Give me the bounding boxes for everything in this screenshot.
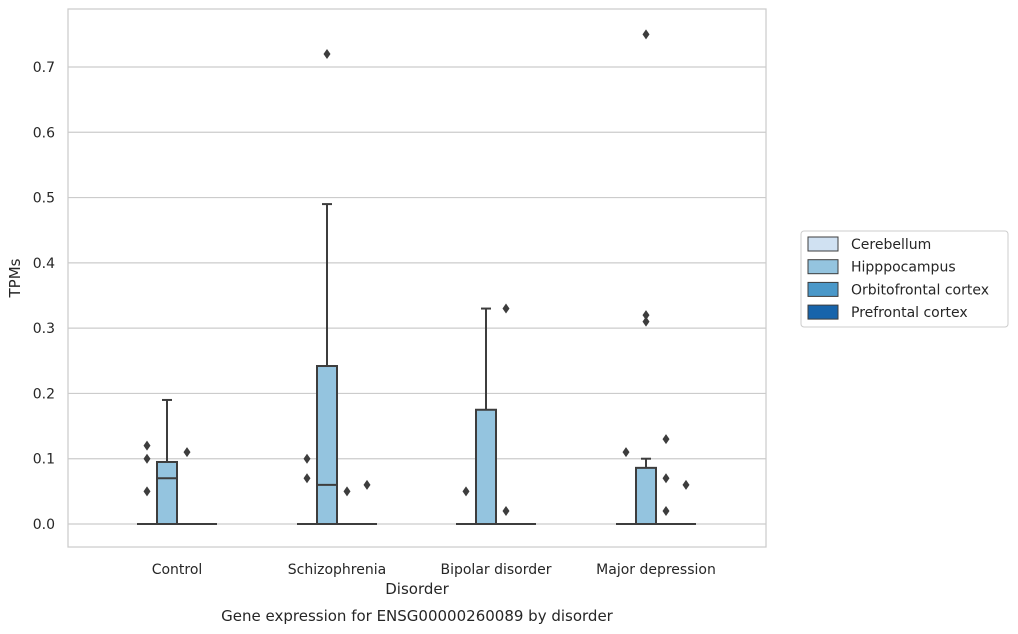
plot-frame bbox=[67, 8, 767, 548]
y-tick-label: 0.3 bbox=[33, 321, 55, 337]
outlier-point bbox=[143, 440, 151, 451]
box bbox=[475, 408, 497, 525]
legend-frame bbox=[800, 230, 1009, 328]
legend-swatch bbox=[807, 304, 839, 320]
outlier-point bbox=[682, 479, 690, 490]
grid-lines bbox=[68, 66, 766, 525]
outlier-point bbox=[622, 447, 630, 458]
outlier-point bbox=[642, 310, 650, 321]
x-tick-label: Schizophrenia bbox=[288, 562, 386, 578]
y-tick-label: 0.2 bbox=[33, 386, 55, 402]
outlier-point bbox=[343, 486, 351, 497]
outlier-point bbox=[502, 505, 510, 516]
outlier-point bbox=[323, 48, 331, 59]
x-tick-label: Control bbox=[152, 562, 203, 578]
outlier-point bbox=[662, 473, 670, 484]
legend-swatch bbox=[807, 281, 839, 297]
box bbox=[635, 466, 657, 525]
x-axis-label: Disorder bbox=[385, 580, 449, 598]
chart-title: Gene expression for ENSG00000260089 by d… bbox=[221, 607, 614, 625]
outlier-point bbox=[303, 473, 311, 484]
legend-label: Cerebellum bbox=[851, 237, 931, 253]
outlier-point bbox=[183, 447, 191, 458]
y-axis-label: TPMs bbox=[6, 258, 24, 298]
legend-label: Prefrontal cortex bbox=[851, 305, 968, 321]
outlier-point bbox=[642, 29, 650, 40]
box bbox=[316, 365, 338, 525]
y-axis-ticks: 0.0 0.1 0.2 0.3 0.4 0.5 0.6 0.7 bbox=[33, 60, 55, 533]
outlier-point bbox=[502, 303, 510, 314]
legend-swatch bbox=[807, 259, 839, 275]
legend-label: Orbitofrontal cortex bbox=[851, 282, 989, 298]
y-tick-label: 0.5 bbox=[33, 191, 55, 207]
plot-area bbox=[137, 29, 696, 526]
x-tick-label: Major depression bbox=[596, 562, 716, 578]
outlier-point bbox=[143, 453, 151, 464]
outlier-point bbox=[662, 434, 670, 445]
y-tick-label: 0.6 bbox=[33, 125, 55, 141]
x-axis-ticks: Control Schizophrenia Bipolar disorder Majo… bbox=[152, 562, 716, 578]
y-tick-label: 0.1 bbox=[33, 452, 55, 468]
y-tick-label: 0.0 bbox=[33, 517, 55, 533]
outlier-point bbox=[363, 479, 371, 490]
outlier-point bbox=[303, 453, 311, 464]
outlier-point bbox=[143, 486, 151, 497]
box bbox=[156, 460, 178, 526]
y-tick-label: 0.7 bbox=[33, 60, 55, 76]
legend: Cerebellum Hipppocampus Orbitofrontal cort… bbox=[800, 230, 1009, 328]
y-tick-label: 0.4 bbox=[33, 256, 55, 272]
outlier-point bbox=[662, 505, 670, 516]
legend-label: Hipppocampus bbox=[851, 260, 956, 276]
outlier-point bbox=[642, 316, 650, 327]
outlier-point bbox=[462, 486, 470, 497]
legend-swatch bbox=[807, 236, 839, 252]
x-tick-label: Bipolar disorder bbox=[440, 562, 551, 578]
